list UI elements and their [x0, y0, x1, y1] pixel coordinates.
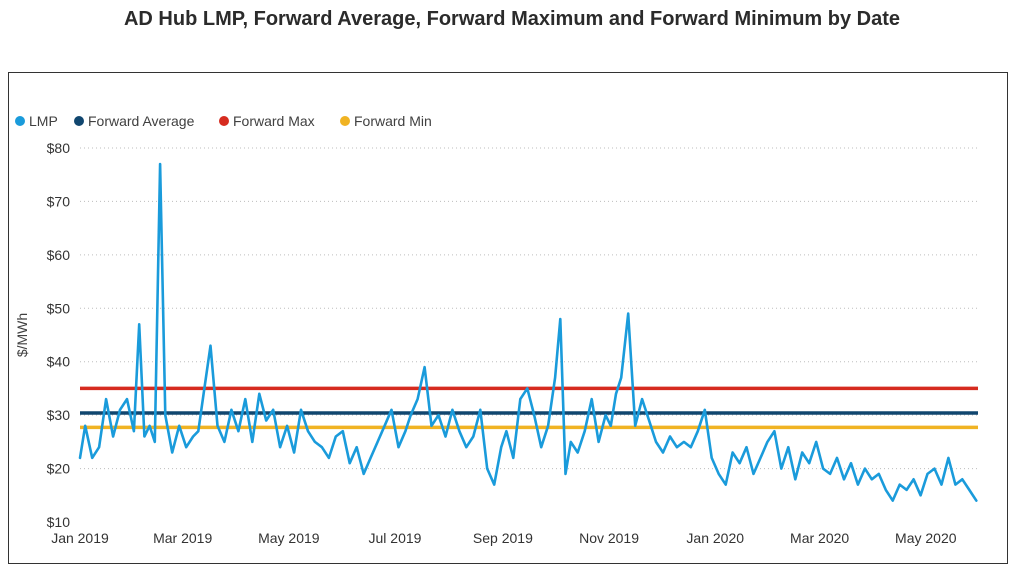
lmp-series-line [78, 162, 978, 502]
legend-label: Forward Min [354, 113, 432, 129]
legend-label: LMP [29, 113, 58, 129]
y-tick-label: $10 [47, 514, 71, 530]
x-tick-label: Mar 2019 [153, 530, 212, 546]
x-tick-label: Mar 2020 [790, 530, 849, 546]
y-tick-label: $70 [47, 193, 71, 209]
y-axis: $10 $20 $30 $40 $50 $60 $70 $80 [47, 140, 71, 530]
legend: LMP Forward Average Forward Max Forward Min [15, 113, 432, 129]
y-tick-label: $20 [47, 461, 71, 477]
legend-label: Forward Average [88, 113, 195, 129]
x-tick-label: Jul 2019 [369, 530, 422, 546]
x-tick-label: Sep 2019 [473, 530, 533, 546]
x-tick-label: Nov 2019 [579, 530, 639, 546]
series-group [78, 162, 978, 502]
y-tick-label: $80 [47, 140, 71, 156]
legend-marker-icon [15, 116, 25, 126]
legend-marker-icon [74, 116, 84, 126]
y-tick-label: $50 [47, 300, 71, 316]
y-tick-label: $60 [47, 247, 71, 263]
legend-marker-icon [219, 116, 229, 126]
gridlines [80, 147, 978, 470]
y-tick-label: $30 [47, 407, 71, 423]
x-tick-label: May 2020 [895, 530, 957, 546]
y-axis-label: $/MWh [14, 313, 30, 357]
chart-frame [8, 72, 1008, 564]
x-tick-label: May 2019 [258, 530, 320, 546]
x-tick-label: Jan 2020 [686, 530, 744, 546]
x-axis: Jan 2019 Mar 2019 May 2019 Jul 2019 Sep 2019… [51, 530, 957, 546]
y-tick-label: $40 [47, 354, 71, 370]
x-tick-label: Jan 2019 [51, 530, 109, 546]
legend-marker-icon [340, 116, 350, 126]
chart-title: AD Hub LMP, Forward Average, Forward Max… [123, 8, 901, 30]
legend-label: Forward Max [233, 113, 315, 129]
